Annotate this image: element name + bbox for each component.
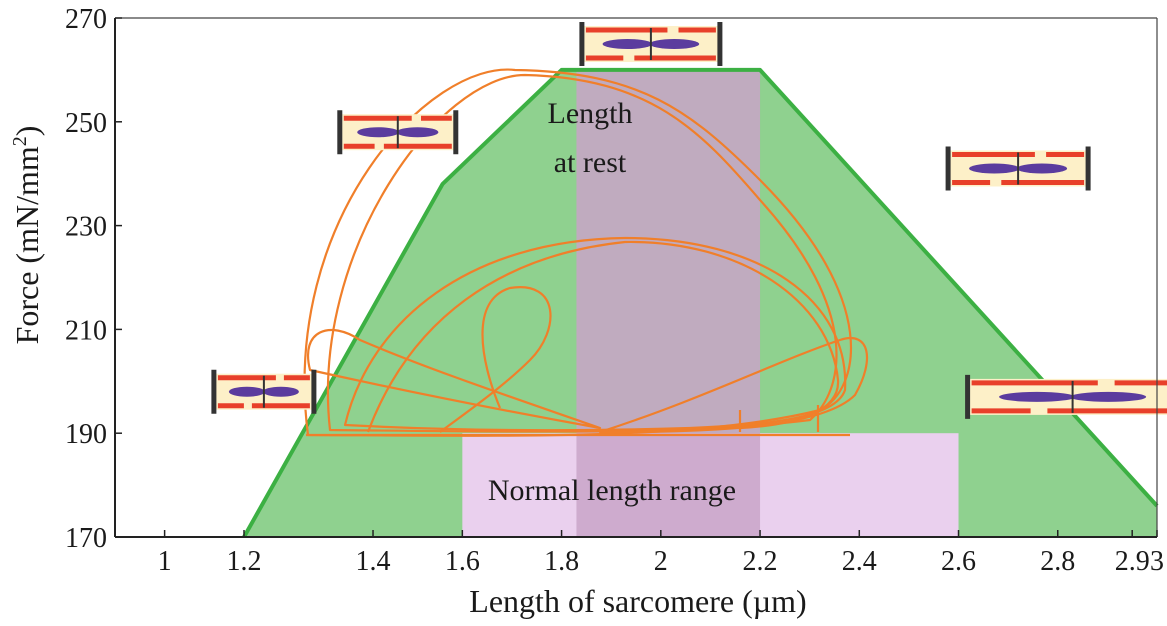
x-tick-label: 1	[158, 546, 172, 577]
y-tick-label: 250	[65, 108, 107, 139]
y-axis-label-sup: 2	[9, 136, 31, 146]
y-tick-label: 270	[65, 4, 107, 35]
normal-range-label: Normal length range	[488, 474, 736, 507]
x-tick-label: 2.9	[1115, 546, 1150, 577]
x-tick-label: 3	[1150, 546, 1164, 577]
x-axis-label: Length of sarcomere (µm)	[469, 583, 806, 619]
myosin-right	[1016, 163, 1068, 174]
work-loop-9	[738, 405, 820, 432]
sarcomere-icon-1	[211, 369, 317, 414]
myosin-left	[969, 163, 1020, 174]
myosin-left	[602, 39, 653, 49]
plot-layer	[211, 22, 1167, 538]
x-tick-label: 1.4	[356, 546, 391, 577]
axis-layer: 170 190 210 230 250 270 1 1.2 1.4 1.6 1.8 2 2.2 2.4 2.…	[65, 4, 1164, 577]
myosin-left	[357, 127, 399, 138]
x-tick-label: 2.8	[1040, 546, 1075, 577]
y-axis-label-close: )	[9, 126, 45, 137]
work-loop-7	[598, 337, 869, 434]
y-tick-label: 170	[65, 523, 107, 554]
sarcomere-icon-2	[337, 110, 459, 155]
y-tick-label: 210	[65, 315, 107, 346]
work-loop-3	[343, 236, 847, 432]
myosin-left	[228, 386, 265, 397]
work-loop-2	[326, 73, 838, 433]
length-tension-curve	[242, 67, 1159, 538]
x-tick-label: 1.6	[445, 546, 480, 577]
work-loop-5	[307, 328, 602, 430]
x-tick-label: 2	[654, 546, 668, 577]
y-tick-label: 230	[65, 212, 107, 243]
y-axis-label: Force (mN/mm2)	[9, 126, 45, 345]
sarcomere-icon-5	[965, 374, 1167, 419]
myosin-left	[999, 391, 1075, 402]
rest-label-line-1: Length	[548, 97, 633, 130]
x-tick-label: 2.4	[842, 546, 877, 577]
rest-label-line-2: at rest	[554, 146, 627, 179]
y-axis-label-main: Force (mN/mm	[9, 146, 45, 344]
length-at-rest-band	[576, 69, 761, 538]
work-loop-6	[439, 286, 552, 433]
myosin-right	[649, 39, 700, 49]
x-tick-label: 1.8	[544, 546, 579, 577]
myosin-right	[262, 386, 299, 397]
x-tick-label: 1.2	[227, 546, 262, 577]
work-loop-4	[366, 240, 840, 433]
y-tick-label: 190	[65, 419, 107, 450]
myosin-right	[1070, 391, 1147, 402]
x-tick-label: 2.2	[743, 546, 778, 577]
sarcomere-icon-4	[945, 146, 1091, 191]
sarcomere-icon-3	[579, 22, 723, 66]
myosin-right	[396, 127, 439, 138]
x-tick-label: 2.6	[941, 546, 976, 577]
